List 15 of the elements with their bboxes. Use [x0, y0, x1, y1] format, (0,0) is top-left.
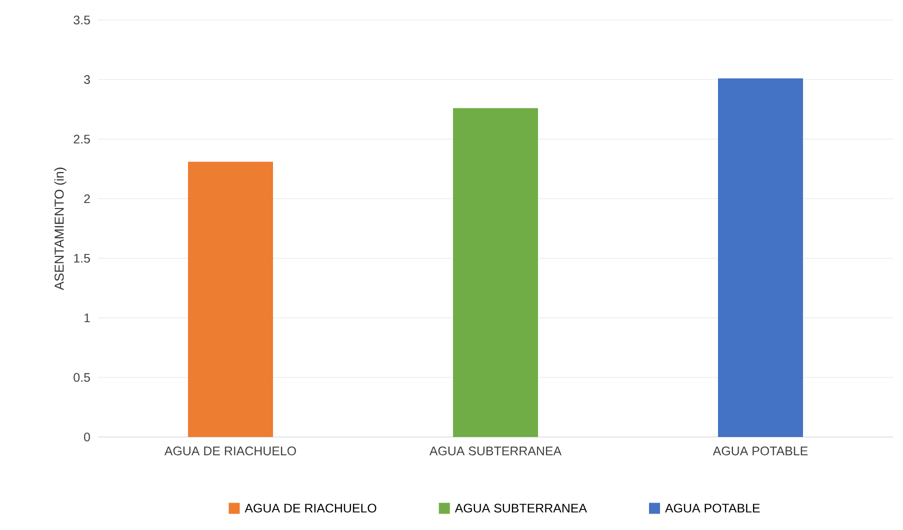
legend-label: AGUA SUBTERRANEA	[454, 504, 587, 513]
y-tick-label: 2.5	[74, 134, 90, 144]
y-tick-label: 0	[84, 432, 90, 442]
y-axis-title: ASENTAMIENTO (in)	[54, 168, 66, 290]
legend-label: AGUA POTABLE	[665, 504, 760, 513]
x-tick-label: AGUA DE RIACHUELO	[164, 446, 296, 456]
legend-label: AGUA DE RIACHUELO	[244, 504, 376, 513]
y-tick-label: 0.5	[74, 373, 90, 382]
y-tick-label: 1.5	[74, 254, 90, 263]
x-tick-label: AGUA POTABLE	[712, 446, 808, 456]
x-tick-label: AGUA SUBTERRANEA	[429, 446, 562, 456]
y-tick-label: 2	[84, 194, 90, 204]
y-tick-label: 1	[84, 314, 90, 322]
y-tick-label: 3.5	[74, 16, 90, 24]
y-tick-label: 3	[84, 75, 90, 84]
